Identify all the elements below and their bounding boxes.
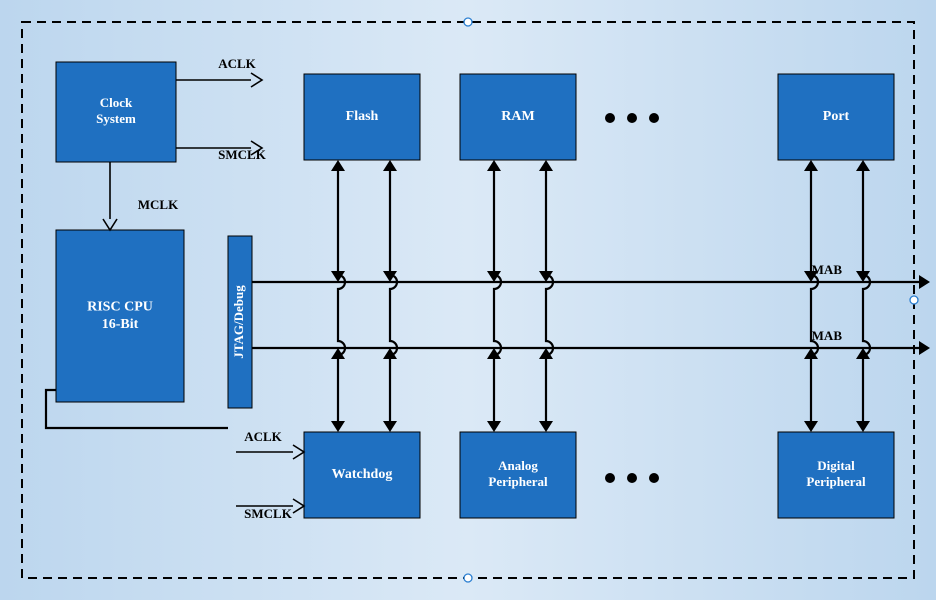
block-cpu-label-0: RISC CPU — [87, 299, 153, 314]
ellipsis-bottom-dot — [649, 473, 659, 483]
block-jtag-label: JTAG/Debug — [231, 285, 246, 359]
bus-mab1-label: MAB — [812, 262, 843, 277]
frame-anchor-1 — [464, 574, 472, 582]
block-analog: AnalogPeripheral — [460, 432, 576, 518]
frame-anchor-0 — [464, 18, 472, 26]
block-port: Port — [778, 74, 894, 160]
block-digital: DigitalPeripheral — [778, 432, 894, 518]
block-analog-label-1: Peripheral — [488, 474, 548, 489]
ellipsis-bottom-dot — [627, 473, 637, 483]
label-aclk2: ACLK — [244, 429, 282, 444]
label-aclk: ACLK — [218, 56, 256, 71]
block-cpu-label-1: 16-Bit — [102, 317, 139, 332]
block-watchdog-label-0: Watchdog — [332, 467, 393, 482]
block-jtag: JTAG/Debug — [228, 236, 252, 408]
block-clock: ClockSystem — [56, 62, 176, 162]
block-ram: RAM — [460, 74, 576, 160]
label-mclk: MCLK — [138, 197, 179, 212]
block-flash: Flash — [304, 74, 420, 160]
bus-mab2-label: MAB — [812, 328, 843, 343]
block-analog-label-0: Analog — [498, 458, 538, 473]
label-smclk: SMCLK — [218, 147, 267, 162]
block-port-label-0: Port — [823, 109, 850, 124]
label-smclk2: SMCLK — [244, 506, 293, 521]
block-digital-label-1: Peripheral — [806, 474, 866, 489]
block-flash-label-0: Flash — [346, 109, 379, 124]
ellipsis-top-dot — [627, 113, 637, 123]
ellipsis-top-dot — [605, 113, 615, 123]
ellipsis-bottom-dot — [605, 473, 615, 483]
block-clock-label-0: Clock — [100, 95, 133, 110]
block-digital-label-0: Digital — [817, 458, 855, 473]
block-cpu: RISC CPU 16-Bit — [56, 230, 184, 402]
ellipsis-top-dot — [649, 113, 659, 123]
block-watchdog: Watchdog — [304, 432, 420, 518]
block-clock-label-1: System — [96, 111, 136, 126]
frame-anchor-2 — [910, 296, 918, 304]
block-ram-label-0: RAM — [501, 109, 534, 124]
